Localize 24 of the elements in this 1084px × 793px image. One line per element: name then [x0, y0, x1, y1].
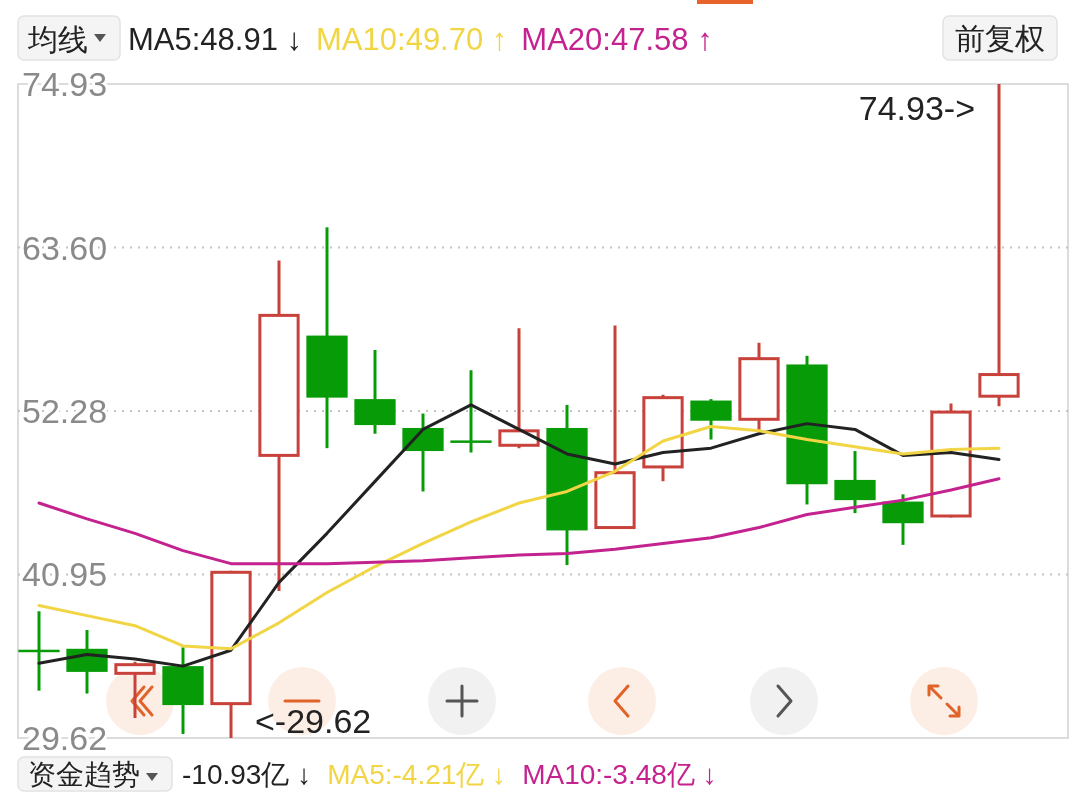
text: 前复权 [955, 22, 1045, 55]
text: MA5:-4.21亿 ↓ [327, 759, 507, 790]
text: MA10:49.70 ↑ [316, 22, 508, 57]
y-tick-label: 52.28 [22, 391, 108, 430]
y-tick-label: 40.95 [22, 555, 108, 594]
legend-title: 均线 [27, 23, 88, 56]
candlestick [114, 661, 156, 719]
y-tick-label: 63.60 [22, 228, 108, 267]
candlestick [978, 84, 1020, 407]
text: MA5:48.91 ↓ [128, 22, 303, 57]
candlestick [210, 570, 252, 738]
y-tick-label: 29.62 [22, 719, 108, 757]
text: -10.93亿 ↓ [182, 759, 312, 790]
y-tick-label: 74.93 [22, 65, 108, 103]
annotation: 74.93-> [858, 89, 975, 127]
annotation: <-29.62 [255, 702, 372, 740]
text: MA20:47.58 ↑ [521, 22, 713, 57]
text: MA10:-3.48亿 ↓ [522, 759, 717, 790]
candlestick [450, 370, 492, 453]
candlestick [594, 325, 636, 530]
candlestick [258, 260, 300, 592]
candlestick [738, 342, 780, 433]
text: 资金趋势 [28, 759, 140, 790]
candlestick [498, 328, 540, 449]
